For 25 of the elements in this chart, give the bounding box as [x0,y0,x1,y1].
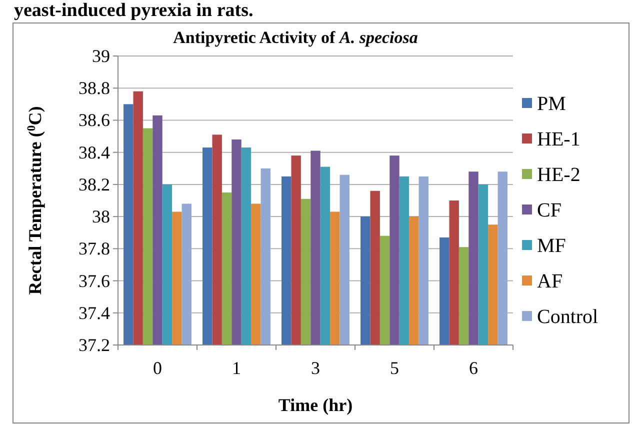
y-tick-label: 37.6 [78,270,110,291]
y-tick-label: 37.8 [78,238,110,259]
legend-label: MF [537,235,566,257]
chart-title: Antipyretic Activity of A. speciosa [173,28,418,47]
x-axis-title: Time (hr) [278,395,353,415]
y-tick-label: 38.8 [78,78,110,98]
legend-label: AF [537,270,563,292]
y-tick-label: 38.4 [78,142,110,162]
legend-label: HE-1 [537,128,580,150]
y-tick-label: 38.2 [78,174,110,194]
legend-label: HE-2 [537,164,580,186]
y-tick-label: 38.6 [78,110,110,130]
text: yeast-induced pyrexia in rats. [14,0,254,21]
x-tick-label: 6 [469,358,478,378]
x-tick-label: 5 [390,358,399,378]
y-tick-label: 38 [92,206,110,227]
x-tick-label: 0 [153,358,162,378]
y-tick-label: 37.2 [78,335,110,355]
legend-label: CF [537,200,562,222]
x-tick-label: 1 [232,358,241,378]
legend-label: PM [537,93,566,115]
y-tick-label: 37.4 [78,302,110,323]
legend-label: Control [537,306,599,328]
y-tick-label: 39 [92,46,110,66]
x-tick-label: 3 [311,358,320,378]
